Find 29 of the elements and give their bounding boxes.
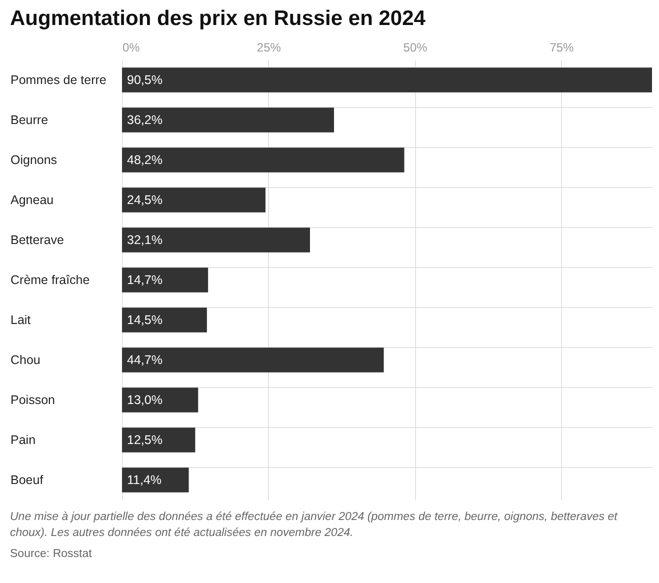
x-tick-label: 25% [256, 40, 282, 54]
data-label: 12,5% [127, 433, 162, 447]
y-tick-label: Chou [10, 353, 40, 367]
data-label: 14,7% [127, 273, 162, 287]
data-label: 24,5% [127, 193, 162, 207]
y-tick-label: Pommes de terre [10, 73, 106, 87]
y-tick-label: Poisson [10, 393, 56, 407]
y-tick-label: Crème fraîche [10, 273, 90, 287]
data-label: 90,5% [127, 73, 162, 87]
data-label: 48,2% [127, 153, 162, 167]
y-tick-label: Lait [10, 313, 32, 327]
data-label: 36,2% [127, 113, 162, 127]
chart-title: Augmentation des prix en Russie en 2024 [10, 7, 426, 30]
data-label: 44,7% [127, 353, 162, 367]
y-tick-label: Boeuf [10, 473, 44, 487]
y-tick-label: Oignons [10, 153, 58, 167]
y-tick-label: Agneau [10, 193, 54, 207]
data-label: 14,5% [127, 313, 162, 327]
source-note: Source: Rosstat [10, 547, 93, 562]
data-label: 32,1% [127, 233, 162, 247]
text: Une mise à jour partielle des données a été effectuée en janvier 2024 (pommes de terre, beurre, oignons, betteraves et choux). Les autres données ont été actualisées en novembre 2024. [10, 510, 619, 541]
y-tick-label: Betterave [10, 233, 64, 247]
data-label: 13,0% [127, 393, 162, 407]
x-tick-label: 0% [122, 40, 140, 54]
y-tick-label: Pain [10, 433, 36, 447]
x-tick-label: 50% [403, 40, 428, 54]
y-tick-label: Beurre [10, 113, 48, 127]
x-tick-label: 75% [550, 40, 574, 54]
data-label: 11,4% [127, 473, 162, 487]
